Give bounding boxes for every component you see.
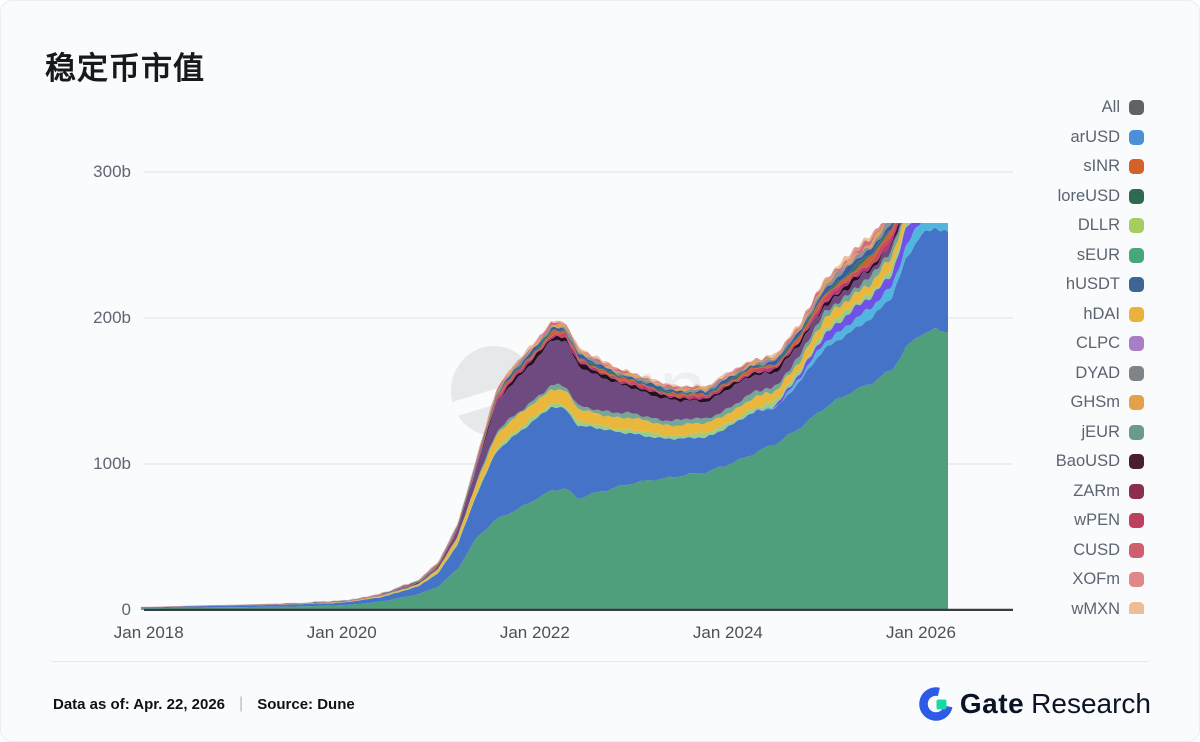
legend-label: CUSD xyxy=(1073,540,1120,559)
footer-text: Data as of: Apr. 22, 2026 | Source: Dune xyxy=(53,695,355,713)
legend-label: DLLR xyxy=(1077,216,1120,235)
legend-label: sINR xyxy=(1083,157,1120,176)
legend-label: arUSD xyxy=(1070,127,1120,146)
legend-item-ZARm[interactable]: ZARm xyxy=(1004,477,1144,507)
x-tick-Jan-2024: Jan 2024 xyxy=(692,623,763,642)
footer-separator: | xyxy=(239,695,244,712)
legend-label: sEUR xyxy=(1076,245,1120,264)
legend-swatch xyxy=(1129,100,1144,116)
legend-label: XOFm xyxy=(1072,570,1120,589)
legend-label: DYAD xyxy=(1075,363,1120,382)
y-tick-300b: 300b xyxy=(93,162,131,181)
legend-swatch xyxy=(1129,129,1144,145)
brand-gate: Gate xyxy=(959,688,1025,719)
gate-logo-icon xyxy=(919,687,953,721)
legend-swatch xyxy=(1129,395,1144,411)
legend-label: hDAI xyxy=(1083,304,1120,323)
legend-label: CLPC xyxy=(1075,334,1120,353)
area-sINR xyxy=(141,223,948,608)
source-value: Dune xyxy=(317,695,355,713)
source-label: Source: xyxy=(257,695,314,713)
legend-label: GHSm xyxy=(1070,393,1121,412)
y-tick-100b: 100b xyxy=(93,454,131,473)
legend-swatch xyxy=(1129,483,1144,499)
legend-swatch xyxy=(1129,218,1144,234)
legend-item-DLLR[interactable]: DLLR xyxy=(1004,211,1144,241)
x-tick-Jan-2026: Jan 2026 xyxy=(885,623,956,642)
legend-swatch xyxy=(1129,306,1144,322)
footer: Data as of: Apr. 22, 2026 | Source: Dune… xyxy=(53,687,1151,721)
legend-item-wPEN[interactable]: wPEN xyxy=(1004,506,1144,536)
legend-item-loreUSD[interactable]: loreUSD xyxy=(1004,182,1144,212)
legend-item-sEUR[interactable]: sEUR xyxy=(1004,241,1144,271)
legend-item-BaoUSD[interactable]: BaoUSD xyxy=(1004,447,1144,477)
legend-swatch xyxy=(1129,572,1144,588)
chart-legend: All arUSD sINR loreUSD DLLR sEUR hUSDT hDAI CLPC… xyxy=(1004,93,1144,614)
y-tick-0: 0 xyxy=(121,600,131,619)
legend-item-sINR[interactable]: sINR xyxy=(1004,152,1144,182)
legend-item-DYAD[interactable]: DYAD xyxy=(1004,359,1144,389)
legend-swatch xyxy=(1129,454,1144,470)
legend-item-CUSD[interactable]: CUSD xyxy=(1004,536,1144,566)
legend-swatch xyxy=(1129,247,1144,263)
legend-label: jEUR xyxy=(1081,422,1120,441)
legend-item-arUSD[interactable]: arUSD xyxy=(1004,123,1144,153)
legend-item-XOFm[interactable]: XOFm xyxy=(1004,565,1144,595)
legend-label: BaoUSD xyxy=(1055,452,1120,471)
page-title: 稳定币市值 xyxy=(45,51,205,86)
footer-divider xyxy=(51,661,1149,662)
legend-swatch xyxy=(1129,336,1144,352)
x-tick-Jan-2022: Jan 2022 xyxy=(499,623,570,642)
legend-swatch xyxy=(1129,424,1144,440)
stacked-area-chart xyxy=(141,111,1013,612)
area-arUSD xyxy=(141,227,948,609)
legend-label: hUSDT xyxy=(1065,275,1120,294)
legend-swatch xyxy=(1129,277,1144,293)
legend-swatch xyxy=(1129,601,1144,614)
legend-label: wPEN xyxy=(1074,511,1120,530)
legend-swatch xyxy=(1129,513,1144,529)
legend-label: All xyxy=(1101,98,1120,117)
legend-swatch xyxy=(1129,188,1144,204)
x-tick-Jan-2020: Jan 2020 xyxy=(306,623,377,642)
data-as-of: Data as of: Apr. 22, 2026 xyxy=(53,695,226,713)
legend-item-hUSDT[interactable]: hUSDT xyxy=(1004,270,1144,300)
legend-swatch xyxy=(1129,159,1144,175)
x-tick-Jan-2018: Jan 2018 xyxy=(113,623,184,642)
legend-item-GHSm[interactable]: GHSm xyxy=(1004,388,1144,418)
gate-research-logo: Gate Research xyxy=(919,687,1151,721)
brand-research: Research xyxy=(1031,688,1151,719)
area-sEUR xyxy=(141,328,948,610)
legend-label: ZARm xyxy=(1073,481,1120,500)
legend-label: loreUSD xyxy=(1057,186,1120,205)
legend-swatch xyxy=(1129,365,1144,381)
legend-swatch xyxy=(1129,542,1144,558)
legend-item-All[interactable]: All xyxy=(1004,93,1144,123)
legend-item-jEUR[interactable]: jEUR xyxy=(1004,418,1144,448)
legend-label: wMXN xyxy=(1071,599,1120,614)
legend-item-CLPC[interactable]: CLPC xyxy=(1004,329,1144,359)
legend-item-hDAI[interactable]: hDAI xyxy=(1004,300,1144,330)
legend-item-wMXN[interactable]: wMXN xyxy=(1004,595,1144,614)
y-tick-200b: 200b xyxy=(93,308,131,327)
